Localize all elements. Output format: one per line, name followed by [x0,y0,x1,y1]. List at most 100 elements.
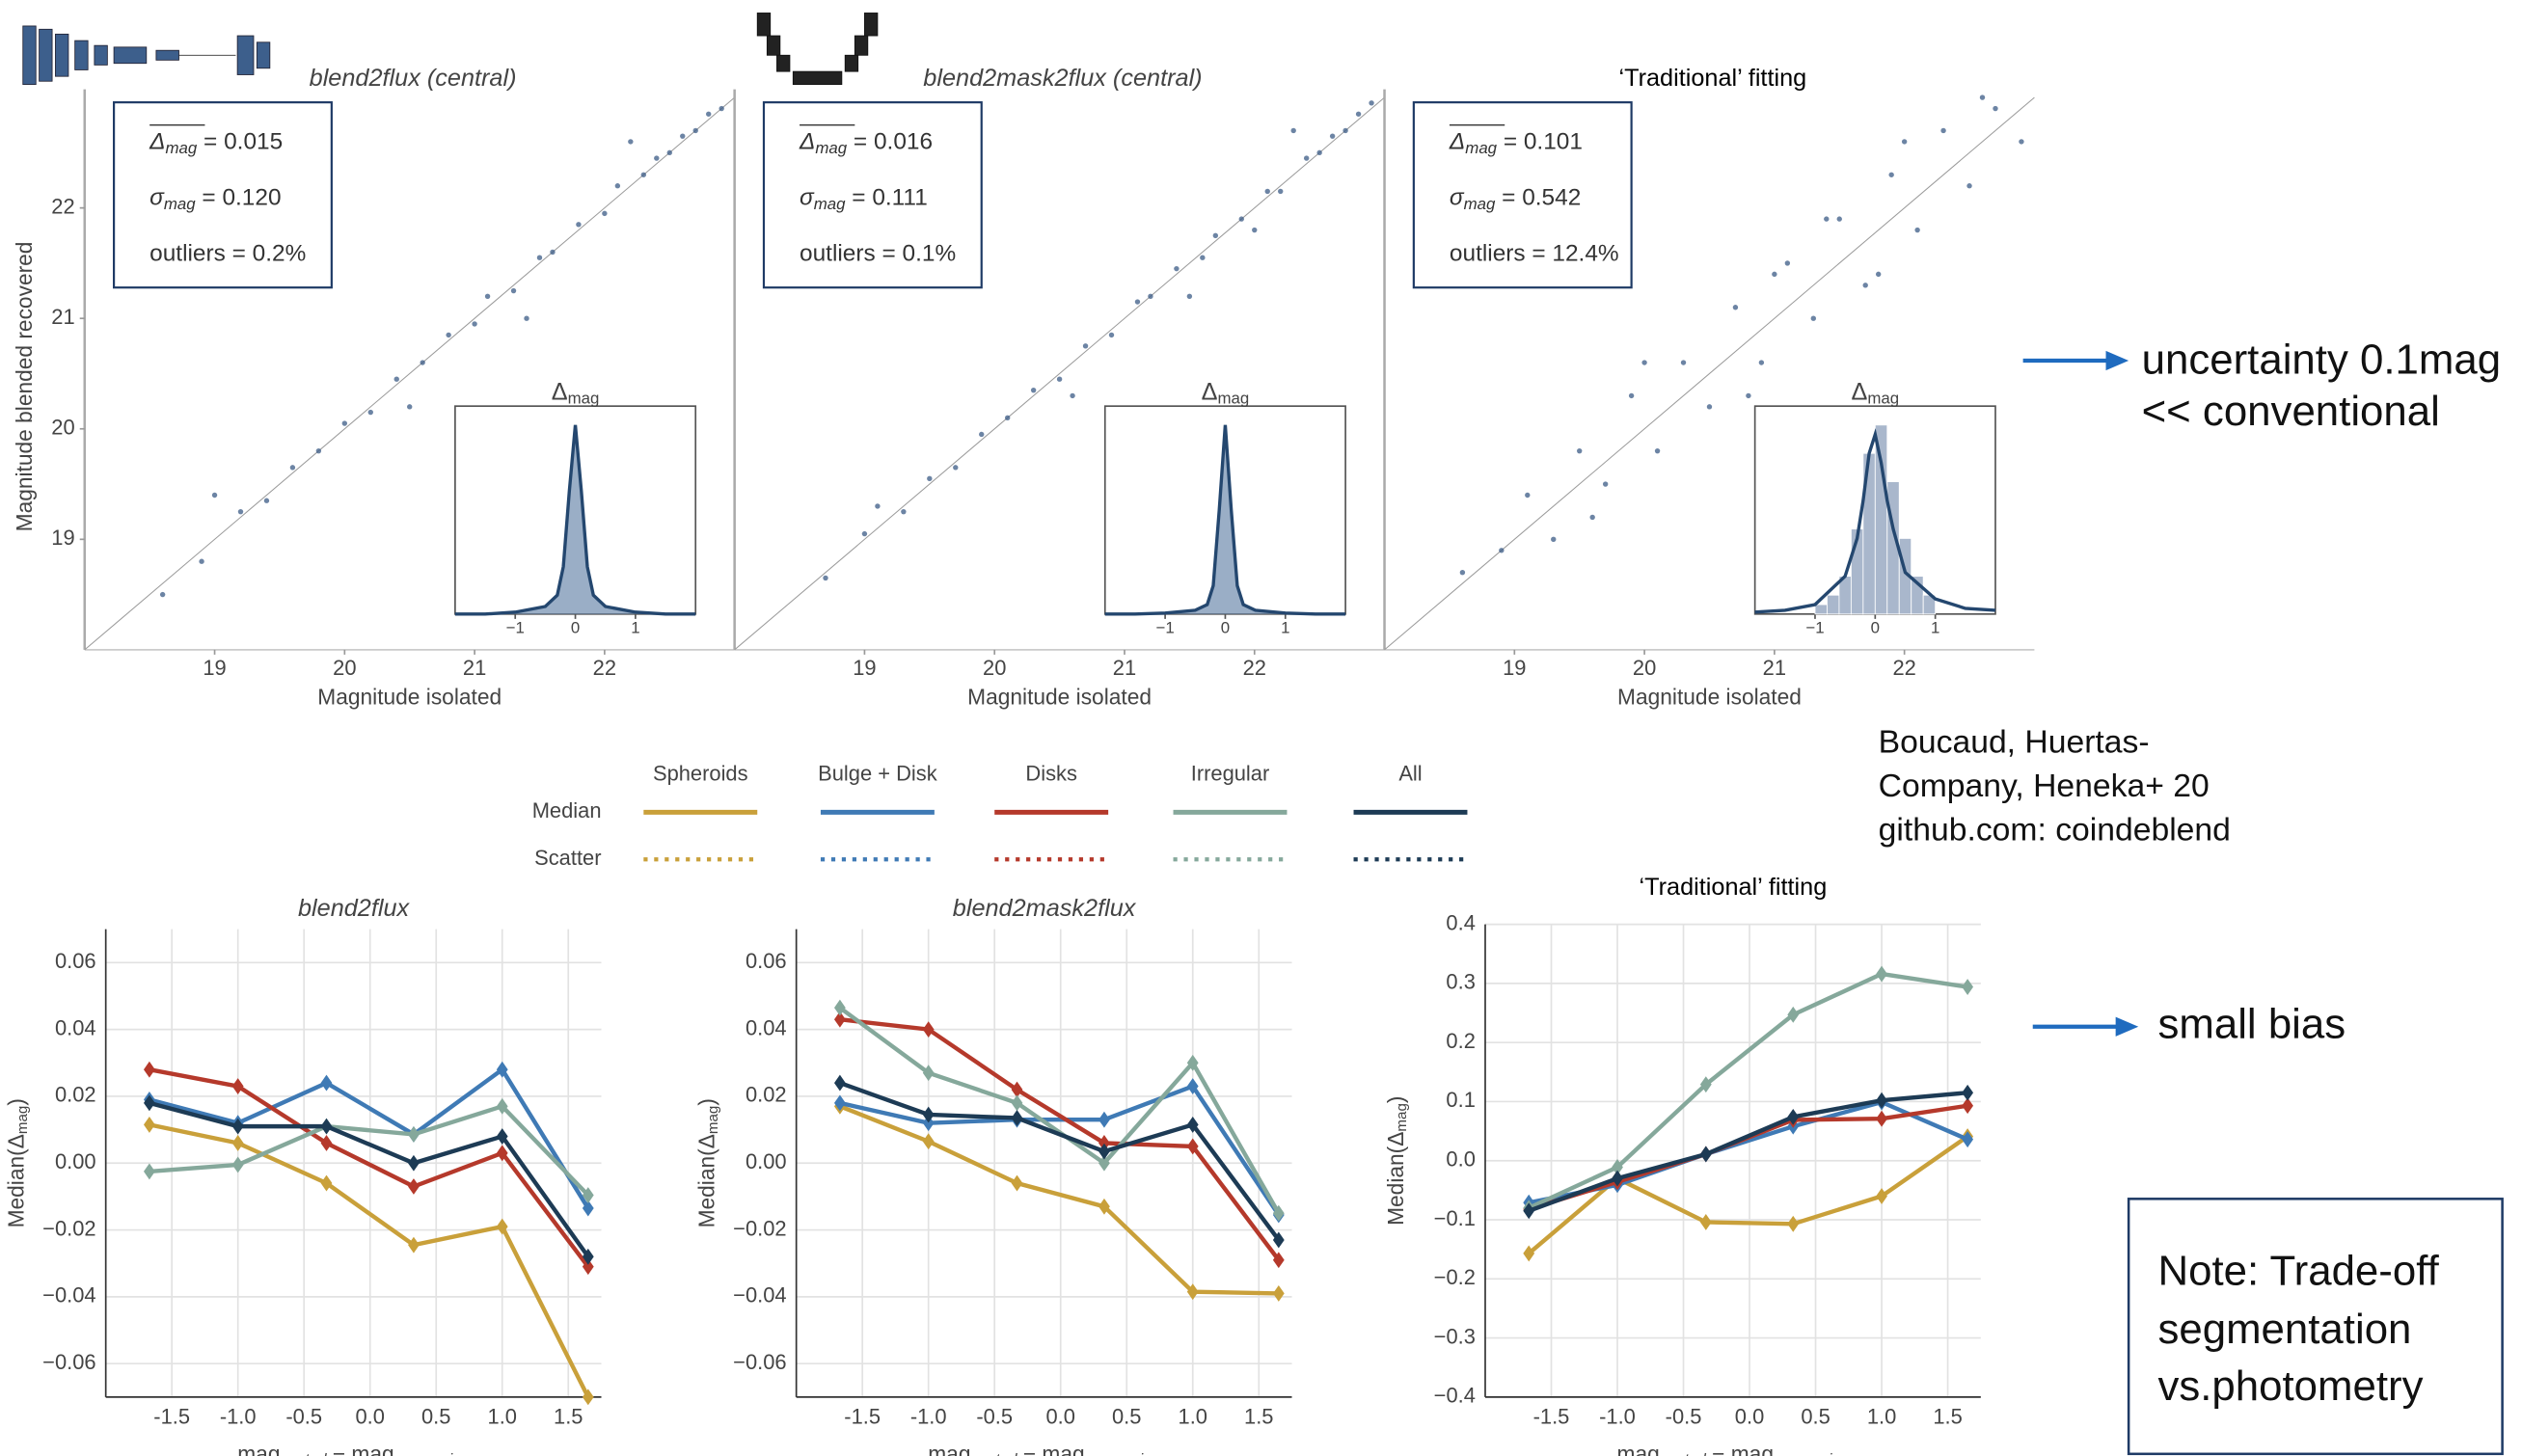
panel-title: blend2flux [298,895,411,922]
stat-subscript: mag [815,139,847,157]
point [407,404,413,410]
inset-x-tick-label: −1 [506,618,525,636]
legend-label: Disks [1025,761,1077,785]
inset-title-part: Δ [1202,378,1218,405]
x-axis-label: magcentral − magcompanion [928,1441,1160,1456]
note: Note: Trade-off [2157,1247,2439,1294]
point [1979,94,1986,100]
x-tick-label: -0.5 [1666,1405,1702,1429]
identity-line [84,96,735,651]
y-axis-label: Median(Δmag) [694,1098,721,1227]
y-axis-label-part: mag [1394,1103,1410,1131]
y-tick-label: 0.06 [746,949,787,973]
marker [922,1065,935,1082]
y-tick-label: 0.02 [746,1083,787,1107]
panel-title: blend2mask2flux (central) [923,65,1202,92]
stats-box [1412,101,1633,289]
point [614,183,621,189]
y-tick-label: −0.3 [1434,1324,1476,1348]
x-axis-label-part: − mag [1706,1441,1774,1456]
marker [1699,1076,1712,1093]
marker [1011,1094,1023,1112]
point [510,287,517,294]
legend-label: All [1398,761,1422,785]
point [1316,149,1322,156]
stat-value: = 0.101 [1497,129,1583,155]
citation: Boucaud, Huertas- [1879,725,2150,761]
point [1888,172,1894,177]
stat: outliers = 0.1% [800,241,956,267]
marker [231,1118,244,1135]
point [1901,139,1908,145]
marker [320,1118,333,1135]
legend-label: Bulge + Disk [818,761,937,785]
point [289,465,296,471]
stat-subscript: mag [164,196,196,214]
identity-line [734,96,1385,651]
marker [1962,1131,1974,1148]
marker [833,1094,846,1112]
point [1525,492,1531,499]
inset-x-tick-label: 0 [1221,618,1230,636]
marker [408,1178,420,1195]
marker [496,1061,508,1078]
point [393,376,399,382]
point [1589,514,1595,521]
inset-kde [1754,427,1996,614]
stat-value: = 0.542 [1495,185,1581,211]
y-tick-label: 22 [51,194,74,218]
inset-x-tick-label: 1 [631,618,639,636]
x-tick-label: 1.0 [1867,1405,1896,1429]
marker [1098,1143,1110,1160]
marker [1011,1110,1023,1126]
stat: outliers = 0.2% [149,241,306,267]
marker [1011,1081,1023,1098]
point [1862,283,1868,288]
y-tick-label: 0.2 [1446,1029,1475,1053]
inset-x-tick-label: −1 [1156,618,1175,636]
point [1784,260,1791,266]
marker [1787,1006,1800,1023]
panel-title: blend2mask2flux [953,895,1137,922]
x-tick-label: 22 [1243,656,1266,680]
marker [1699,1146,1712,1163]
point [1810,315,1816,321]
scatter-panel: 19 20 21 22 19 20 21 22 blend2flux (central) Magn… [12,65,735,709]
x-tick-label: 0.5 [421,1405,450,1429]
point [680,133,686,139]
stat-value: outliers = 0.2% [149,241,306,267]
marker [1876,1092,1887,1109]
unet-thumbnail [756,13,879,86]
point [1186,293,1193,299]
marker [582,1258,594,1276]
point [1030,387,1037,393]
x-tick-label: 21 [1763,656,1786,680]
x-axis-label-part: − mag [327,1441,394,1456]
y-axis-label: Magnitude blended recovered [12,242,37,532]
y-tick-label: 21 [51,305,74,329]
marker [1699,1214,1712,1230]
x-tick-label: 1.0 [488,1405,517,1429]
y-axis-label-part: ) [694,1098,719,1106]
stat-subscript: mag [166,139,198,157]
legend-row-label: Median [532,798,602,822]
x-tick-label: -1.0 [1599,1405,1636,1429]
point [1628,392,1635,399]
arrow [2022,350,2129,371]
marker [922,1133,935,1150]
stat: σmag = 0.111 [800,185,928,214]
note: segmentation [2157,1306,2411,1353]
x-tick-label: 1.0 [1179,1405,1207,1429]
x-tick-label: -1.5 [1533,1405,1570,1429]
stat-subscript: mag [1465,139,1497,157]
point [1303,155,1310,161]
stat: σmag = 0.120 [149,185,281,214]
x-tick-label: 21 [1113,656,1136,680]
y-axis-label-part: Median(Δ [694,1134,719,1227]
y-axis-label: Median(Δmag) [4,1098,31,1227]
marker [1787,1108,1800,1125]
stat: Δmag = 0.101 [1449,129,1583,158]
x-tick-label: -1.5 [153,1405,190,1429]
point [1836,216,1842,222]
point [1108,332,1115,338]
